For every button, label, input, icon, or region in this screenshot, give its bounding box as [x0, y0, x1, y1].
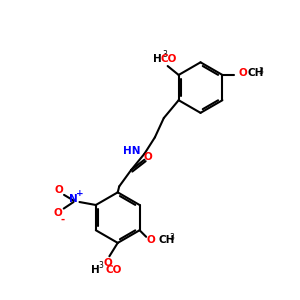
Text: 3: 3 [162, 50, 167, 58]
Text: CH: CH [159, 235, 175, 245]
Text: 3: 3 [169, 232, 174, 242]
Text: 3: 3 [259, 67, 263, 76]
Text: O: O [104, 258, 112, 268]
Text: H: H [91, 265, 100, 275]
Text: -: - [60, 214, 65, 224]
Text: 3: 3 [99, 261, 103, 270]
Text: CO: CO [106, 265, 122, 275]
Text: HN: HN [123, 146, 141, 156]
Text: CO: CO [161, 54, 177, 64]
Text: O: O [239, 68, 248, 79]
Text: O: O [143, 152, 152, 162]
Text: O: O [53, 208, 62, 218]
Text: H: H [154, 54, 162, 64]
Text: CH: CH [248, 68, 264, 79]
Text: O: O [54, 184, 63, 194]
Text: +: + [76, 189, 84, 198]
Text: N: N [69, 194, 78, 204]
Text: O: O [146, 235, 155, 245]
